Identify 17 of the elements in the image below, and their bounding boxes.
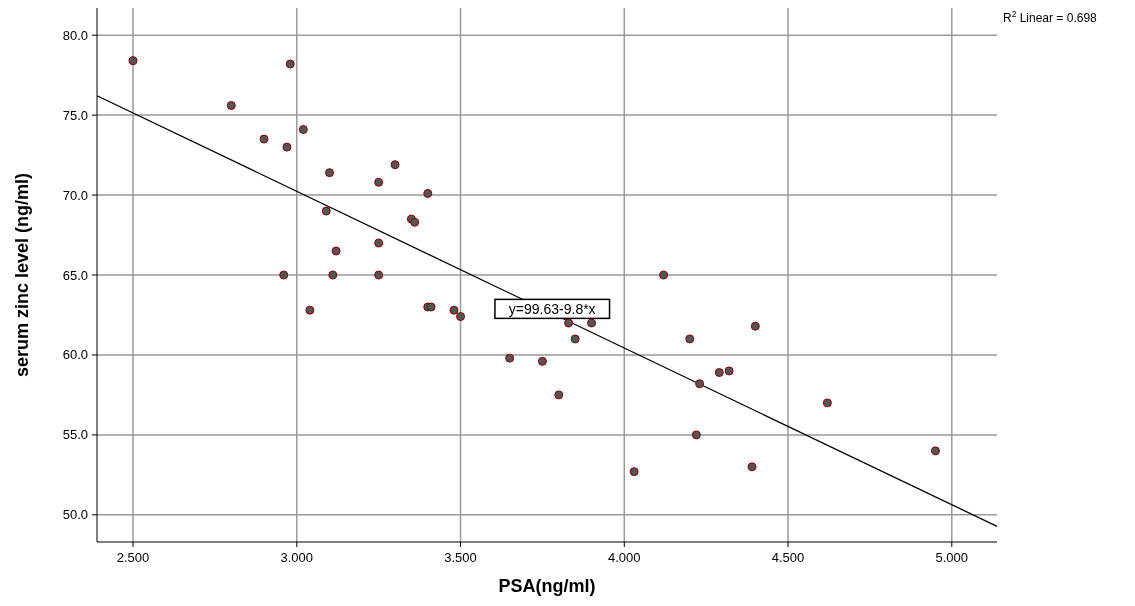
x-axis-title: PSA(ng/ml) — [498, 576, 596, 596]
y-tick-label: 50.0 — [62, 507, 88, 523]
y-tick-label: 80.0 — [62, 27, 88, 43]
x-tick-label: 4.000 — [608, 550, 641, 565]
y-tick-label: 65.0 — [62, 267, 88, 283]
x-tick-label: 2.500 — [116, 550, 150, 565]
y-tick-label: 75.0 — [62, 107, 88, 123]
annotation: y=99.63-9.8*x — [508, 301, 596, 318]
x-tick-label: 3.500 — [444, 550, 477, 565]
x-tick-label: 5.000 — [935, 550, 969, 565]
y-tick-label: 60.0 — [62, 347, 88, 363]
x-tick-label: 3.000 — [280, 550, 314, 565]
y-axis-title: serum zinc level (ng/ml) — [12, 172, 32, 378]
y-tick-label: 55.0 — [62, 427, 88, 443]
y-tick-label: 70.0 — [62, 187, 88, 203]
text: R$^{2}$ Linear = 0.698 — [1003, 9, 1098, 25]
x-tick-label: 4.500 — [771, 550, 805, 565]
